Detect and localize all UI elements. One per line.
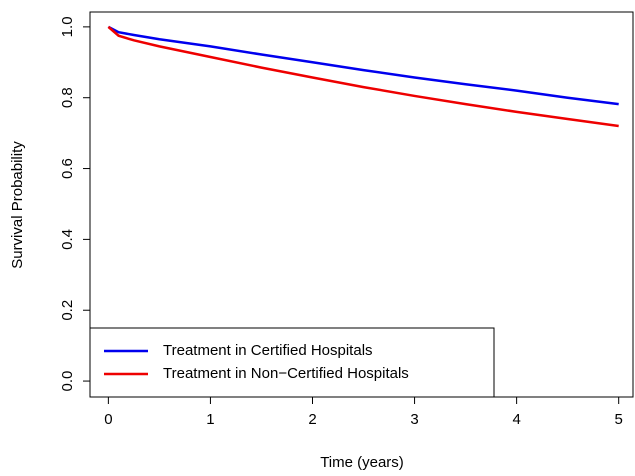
y-tick-label: 0.0	[59, 371, 76, 392]
legend-label: Treatment in Certified Hospitals	[163, 342, 373, 359]
series-line	[107, 25, 619, 128]
x-tick-label: 5	[615, 411, 623, 428]
x-tick-label: 4	[512, 411, 520, 428]
y-tick-label: 0.2	[59, 300, 76, 321]
y-axis-label: Survival Probability	[9, 141, 26, 269]
x-tick-label: 1	[206, 411, 214, 428]
y-tick-label: 1.0	[59, 16, 76, 37]
legend-box	[89, 327, 495, 398]
x-tick-label: 3	[410, 411, 418, 428]
y-tick-label: 0.8	[59, 87, 76, 108]
series-line	[107, 25, 619, 106]
x-tick-label: 2	[308, 411, 316, 428]
y-tick-label: 0.4	[59, 229, 76, 250]
legend-label: Treatment in Non−Certified Hospitals	[163, 365, 409, 382]
y-tick-label: 0.6	[59, 158, 76, 179]
x-axis-label: Time (years)	[320, 454, 404, 471]
x-tick-label: 0	[104, 411, 112, 428]
